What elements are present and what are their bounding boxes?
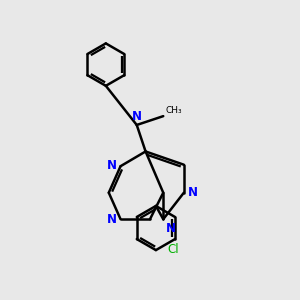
Text: N: N: [106, 213, 116, 226]
Text: Cl: Cl: [168, 244, 179, 256]
Text: N: N: [106, 159, 116, 172]
Text: N: N: [166, 222, 176, 235]
Text: CH₃: CH₃: [166, 106, 182, 115]
Text: N: N: [132, 110, 142, 123]
Text: N: N: [188, 186, 198, 199]
